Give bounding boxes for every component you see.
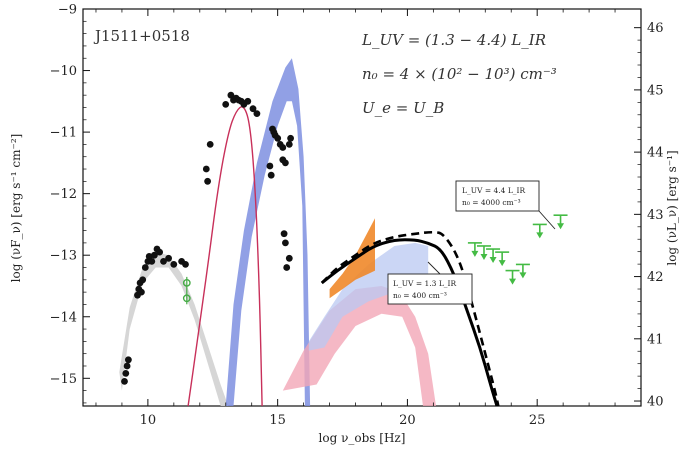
callout-lower-line-1: L_UV = 1.3 L_IR xyxy=(393,279,457,288)
y-tick-label-2: −13 xyxy=(50,249,77,264)
gamma-upper-limit-4 xyxy=(505,269,520,285)
data-point-39 xyxy=(279,144,287,151)
data-point-43 xyxy=(266,162,274,170)
model-curve-solid xyxy=(320,238,499,407)
source-name: J1511+0518 xyxy=(93,27,190,45)
data-point-11 xyxy=(145,253,153,260)
gamma-upper-limit-2 xyxy=(486,248,501,264)
data-point-15 xyxy=(156,248,164,256)
data-point-1 xyxy=(122,370,130,377)
data-point-44 xyxy=(267,171,275,179)
y-axis-label: log (νF_ν) [erg s⁻¹ cm⁻²] xyxy=(9,134,23,283)
gamma-upper-limit-5 xyxy=(515,263,530,279)
gamma-upper-limit-7 xyxy=(553,214,568,230)
gamma-upper-limit-1 xyxy=(476,245,491,260)
annotation-luv: L_UV = (1.3 − 4.4) L_IR xyxy=(361,31,546,49)
data-point-17 xyxy=(165,254,173,262)
gamma-upper-limit-3 xyxy=(495,251,510,267)
callout-lower: L_UV = 1.3 L_IR n₀ = 400 cm⁻³ xyxy=(387,273,473,305)
plot-frame xyxy=(82,8,642,407)
data-point-33 xyxy=(253,110,261,117)
data-point-2 xyxy=(123,362,131,370)
y-right-tick-label-0: 40 xyxy=(647,395,664,410)
data-point-13 xyxy=(151,251,158,259)
x-tick-label-3: 25 xyxy=(529,413,546,428)
data-point-48 xyxy=(283,264,291,271)
x-tick-label-0: 10 xyxy=(140,413,157,428)
callout-lower-pointer xyxy=(427,261,441,275)
annotation-ue: U_e = U_B xyxy=(362,99,444,117)
data-point-21 xyxy=(202,165,210,173)
data-point-23 xyxy=(206,141,214,148)
y-right-tick-label-5: 45 xyxy=(647,83,664,98)
data-point-24 xyxy=(222,101,230,108)
data-point-42 xyxy=(287,134,294,142)
y-tick-label-1: −14 xyxy=(50,310,77,325)
data-point-18 xyxy=(170,261,178,268)
ir-model-band xyxy=(119,252,229,406)
y-tick-label-4: −11 xyxy=(50,126,77,141)
data-point-45 xyxy=(279,156,287,164)
y-tick-label-0: −15 xyxy=(50,372,77,387)
data-point-0 xyxy=(121,378,128,385)
y-right-tick-label-6: 46 xyxy=(647,21,664,36)
data-point-22 xyxy=(204,177,212,185)
data-point-3 xyxy=(124,356,132,364)
callout-upper: L_UV = 4.4 L_IR n₀ = 4000 cm⁻³ xyxy=(455,180,540,212)
blue-band xyxy=(225,58,311,406)
light-blue-band xyxy=(308,242,429,351)
data-point-9 xyxy=(141,264,149,271)
data-point-12 xyxy=(148,258,156,265)
y-tick-label-3: −12 xyxy=(50,187,77,202)
data-point-49 xyxy=(285,254,293,262)
data-point-37 xyxy=(274,134,282,142)
x-tick-label-2: 20 xyxy=(399,413,416,428)
data-point-20 xyxy=(182,261,189,268)
y-axis-right-label: log (νL_ν) [erg s⁻¹] xyxy=(665,150,679,265)
gamma-upper-limit-6 xyxy=(532,223,547,239)
y-right-tick-label-2: 42 xyxy=(647,270,664,285)
x-axis-label: log ν_obs [Hz] xyxy=(319,431,406,445)
data-point-8 xyxy=(139,276,147,284)
y-right-tick-label-4: 44 xyxy=(647,146,664,161)
pink-band xyxy=(282,286,436,406)
data-point-31 xyxy=(244,97,252,105)
callout-upper-line-1: L_UV = 4.4 L_IR xyxy=(462,186,526,195)
xray-bowtie xyxy=(329,218,375,299)
annotation-n0: n₀ = 4 × (10² − 10³) cm⁻³ xyxy=(362,65,557,83)
gamma-upper-limit-0 xyxy=(467,242,482,257)
data-point-32 xyxy=(249,105,257,113)
callout-upper-pointer xyxy=(538,210,556,230)
synchrotron-curve xyxy=(187,106,263,407)
y-right-tick-label-3: 43 xyxy=(647,208,664,223)
callout-lower-line-2: n₀ = 400 cm⁻³ xyxy=(393,291,447,300)
x-tick-label-1: 15 xyxy=(269,413,286,428)
data-point-46 xyxy=(280,230,288,238)
y-tick-label-5: −10 xyxy=(50,64,77,79)
y-right-tick-label-1: 41 xyxy=(647,332,664,347)
data-point-47 xyxy=(282,239,289,247)
callout-upper-line-2: n₀ = 4000 cm⁻³ xyxy=(462,198,521,207)
model-curve-dashed xyxy=(320,230,500,407)
data-point-41 xyxy=(285,141,293,148)
data-point-16 xyxy=(160,258,167,265)
y-tick-label-6: −9 xyxy=(58,3,77,18)
data-point-7 xyxy=(138,288,145,296)
